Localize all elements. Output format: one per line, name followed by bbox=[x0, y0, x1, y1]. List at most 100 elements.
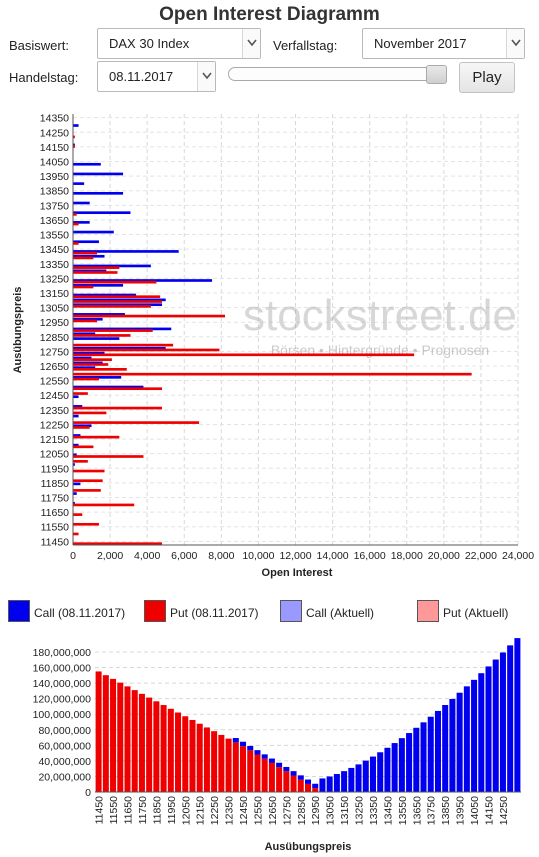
put-bar bbox=[73, 305, 151, 308]
verfallstag-value: November 2017 bbox=[374, 36, 467, 51]
watermark-brand: stockstreet.de bbox=[243, 291, 517, 340]
basiswert-select[interactable]: DAX 30 Index bbox=[97, 28, 261, 59]
bottom-put-bar bbox=[225, 738, 232, 792]
put-bar bbox=[73, 542, 162, 545]
bottom-call-bar bbox=[369, 756, 376, 792]
put-bar bbox=[73, 367, 127, 371]
bottom-call-bar bbox=[406, 733, 413, 792]
call-bar bbox=[73, 492, 77, 495]
x-tick-label: 22,000 bbox=[465, 550, 497, 562]
put-bar bbox=[73, 411, 107, 415]
handelstag-value: 08.11.2017 bbox=[109, 69, 174, 84]
bottom-call-bar bbox=[333, 774, 340, 792]
bottom-x-tick-label: 12650 bbox=[267, 796, 279, 825]
call-bar bbox=[73, 356, 92, 360]
x-tick-label: 10,000 bbox=[242, 550, 274, 562]
bottom-call-bar bbox=[427, 716, 434, 792]
bottom-y-tick-label: 20,000,000 bbox=[38, 771, 91, 783]
call-bar bbox=[73, 424, 92, 428]
bottom-x-tick-label: 11450 bbox=[94, 796, 106, 825]
call-bar bbox=[73, 361, 103, 365]
play-button[interactable]: Play bbox=[459, 62, 515, 93]
bottom-x-tick-label: 11850 bbox=[151, 796, 163, 825]
bottom-call-bar bbox=[362, 760, 369, 792]
bottom-x-tick-label: 12850 bbox=[296, 796, 308, 825]
y-tick-label: 14350 bbox=[40, 113, 69, 125]
x-tick-label: 20,000 bbox=[428, 550, 460, 562]
handelstag-slider-handle[interactable] bbox=[426, 65, 447, 84]
legend-label: Call (Aktuell) bbox=[306, 606, 375, 620]
bottom-put-bar bbox=[297, 779, 304, 792]
bottom-put-bar bbox=[146, 697, 153, 792]
put-bar bbox=[73, 479, 103, 483]
put-bar bbox=[73, 503, 135, 507]
bottom-put-bar bbox=[124, 686, 131, 792]
handelstag-select[interactable]: 08.11.2017 bbox=[97, 61, 216, 92]
bottom-put-bar bbox=[240, 746, 247, 792]
bottom-put-bar bbox=[203, 727, 210, 792]
basiswert-value: DAX 30 Index bbox=[109, 36, 190, 51]
put-bar bbox=[73, 295, 161, 299]
call-bar bbox=[73, 332, 96, 336]
y-axis-title: Ausübungspreis bbox=[12, 287, 24, 374]
x-tick-label: 24,000 bbox=[502, 550, 534, 562]
call-bar bbox=[73, 395, 79, 399]
bottom-x-tick-label: 13550 bbox=[397, 796, 409, 825]
bottom-call-bar bbox=[319, 778, 326, 792]
bottom-call-bar bbox=[312, 783, 319, 789]
y-tick-label: 11650 bbox=[41, 507, 70, 519]
call-bar bbox=[73, 385, 144, 389]
put-bar bbox=[73, 426, 90, 429]
bottom-call-bar bbox=[240, 741, 247, 747]
bottom-call-bar bbox=[261, 754, 268, 759]
y-tick-label: 12250 bbox=[40, 419, 69, 431]
bottom-x-tick-label: 13950 bbox=[455, 796, 467, 825]
bottom-x-tick-label: 11650 bbox=[122, 796, 134, 825]
call-bar bbox=[73, 211, 131, 215]
bottom-call-bar bbox=[348, 767, 355, 792]
bottom-put-bar bbox=[131, 690, 138, 792]
call-bar bbox=[73, 303, 162, 307]
y-tick-label: 13250 bbox=[40, 273, 69, 285]
bottom-put-bar bbox=[138, 693, 145, 792]
bottom-y-tick-label: 180,000,000 bbox=[33, 647, 92, 659]
bottom-call-bar bbox=[507, 645, 514, 792]
call-bar bbox=[73, 501, 75, 505]
call-bar bbox=[73, 376, 122, 379]
put-bar bbox=[73, 377, 99, 381]
put-bar bbox=[73, 469, 105, 473]
bottom-x-tick-label: 13050 bbox=[325, 796, 337, 825]
bottom-call-bar bbox=[377, 752, 384, 792]
bottom-call-bar bbox=[398, 738, 405, 792]
bottom-call-bar bbox=[326, 776, 333, 792]
basiswert-label: Basiswert: bbox=[9, 38, 69, 53]
call-bar bbox=[73, 230, 114, 234]
put-bar bbox=[73, 348, 220, 352]
call-bar bbox=[73, 264, 151, 268]
x-axis-title: Open Interest bbox=[262, 567, 333, 579]
bottom-call-bar bbox=[413, 727, 420, 792]
call-bar bbox=[73, 124, 79, 127]
bottom-call-bar bbox=[456, 692, 463, 792]
legend-label: Call (08.11.2017) bbox=[34, 606, 126, 620]
put-bar bbox=[73, 314, 226, 318]
bottom-call-bar bbox=[499, 652, 506, 792]
y-tick-label: 12450 bbox=[40, 390, 69, 402]
call-bar bbox=[73, 351, 105, 355]
x-tick-label: 4,000 bbox=[134, 550, 160, 562]
bottom-call-bar bbox=[268, 758, 275, 763]
call-bar bbox=[73, 293, 137, 297]
call-bar bbox=[73, 201, 90, 205]
bottom-put-bar bbox=[283, 771, 290, 792]
bottom-x-tick-label: 11950 bbox=[166, 796, 178, 825]
verfallstag-select[interactable]: November 2017 bbox=[362, 28, 525, 59]
bottom-x-axis-title: Ausübungspreis bbox=[265, 841, 352, 853]
bottom-put-bar bbox=[196, 723, 203, 792]
y-tick-label: 14150 bbox=[40, 142, 69, 154]
bottom-call-bar bbox=[290, 771, 297, 776]
call-bar bbox=[73, 172, 124, 176]
put-bar bbox=[73, 256, 94, 260]
put-bar bbox=[73, 280, 157, 284]
bottom-put-bar bbox=[276, 767, 283, 792]
legend-swatch bbox=[280, 600, 302, 622]
